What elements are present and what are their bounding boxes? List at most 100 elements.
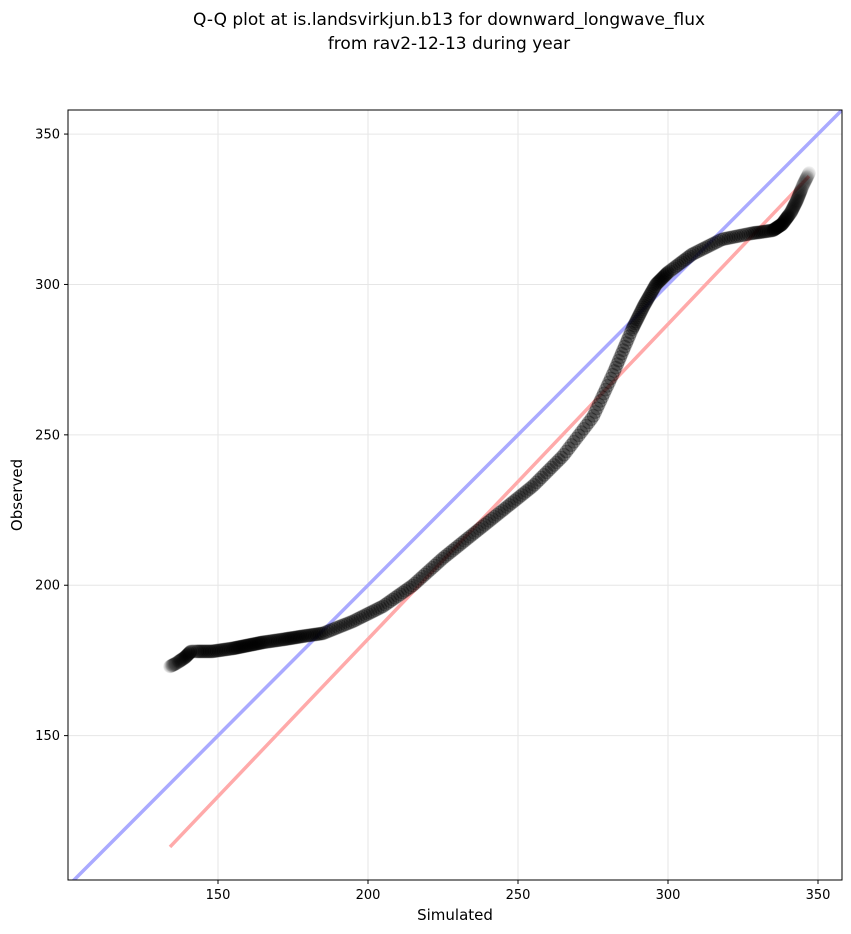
quantile-point [780, 209, 795, 224]
quantile-point [650, 275, 665, 290]
quantile-point [653, 272, 668, 287]
quantile-point [368, 603, 383, 618]
quantile-point [733, 228, 748, 243]
quantile-point [674, 255, 689, 270]
quantile-point [798, 174, 813, 189]
quantile-point [218, 642, 233, 657]
quantile-point [574, 425, 589, 440]
quantile-point [237, 639, 252, 654]
quantile-point [745, 226, 760, 241]
quantile-point [455, 535, 470, 550]
quantile-point [514, 488, 529, 503]
plot-content [71, 110, 842, 880]
quantile-point [465, 527, 480, 542]
quantile-point [789, 194, 804, 209]
quantile-point [626, 320, 641, 335]
quantile-point [767, 222, 782, 237]
quantile-point [706, 236, 721, 251]
quantile-point [167, 657, 182, 672]
x-tick-label: 300 [656, 888, 681, 903]
quantile-point [636, 300, 651, 315]
quantile-point [645, 282, 660, 297]
quantile-point [605, 367, 620, 382]
quantile-point [782, 206, 797, 221]
quantile-point [213, 643, 228, 658]
quantile-point [534, 470, 549, 485]
quantile-point [378, 597, 393, 612]
quantile-point [721, 231, 736, 246]
quantile-point [763, 223, 778, 238]
quantile-point [272, 633, 287, 648]
quantile-point [794, 181, 809, 196]
quantile-point [786, 200, 801, 215]
quantile-point [275, 632, 290, 647]
quantile-point [390, 588, 405, 603]
quantile-point [758, 224, 773, 239]
quantile-point [704, 237, 719, 252]
quantile-point [164, 659, 178, 673]
quantile-point [174, 653, 189, 667]
one-to-one-line [71, 110, 842, 880]
quantile-point [571, 428, 586, 443]
quantile-point [512, 490, 527, 505]
quantile-point [569, 431, 584, 446]
quantile-point [770, 220, 785, 235]
quantile-point [209, 643, 224, 658]
quantile-point [183, 644, 198, 659]
quantile-point [193, 644, 208, 659]
quantile-point [502, 497, 517, 512]
quantile-point [236, 639, 251, 654]
quantile-point [724, 230, 739, 245]
y-tick-label: 200 [35, 579, 60, 594]
quantile-point [283, 631, 298, 646]
quantile-point [440, 547, 455, 562]
quantile-point [643, 286, 658, 301]
quantile-point [284, 631, 299, 646]
quantile-point [629, 314, 644, 329]
quantile-point [166, 657, 181, 672]
y-tick-label: 300 [35, 278, 60, 293]
quantile-point [415, 569, 430, 584]
quantile-point [253, 635, 268, 650]
quantile-point [789, 195, 804, 210]
quantile-point [709, 235, 724, 250]
quantile-point [300, 628, 315, 643]
quantile-point [689, 245, 704, 260]
quantile-point [589, 401, 604, 416]
quantile-point [452, 537, 467, 552]
quantile-point [627, 318, 642, 333]
quantile-point [274, 632, 288, 647]
quantile-point [607, 364, 622, 379]
quantile-point [532, 472, 547, 487]
y-axis-ticks: 150 200 250 300 350 [35, 128, 68, 744]
quantile-point [408, 576, 423, 591]
quantile-point [622, 329, 637, 344]
grid-lines [68, 110, 842, 880]
quantile-point [775, 216, 790, 231]
quantile-point [784, 203, 799, 218]
quantile-point [784, 204, 799, 219]
quantile-point [701, 239, 716, 254]
quantile-point [383, 594, 398, 609]
quantile-point [716, 232, 731, 247]
quantile-point [405, 578, 420, 593]
quantile-point [731, 229, 746, 244]
quantile-point [743, 226, 758, 241]
quantile-point [519, 484, 534, 499]
quantile-point [497, 501, 512, 516]
quantile-point [363, 605, 378, 620]
quantile-point [410, 574, 425, 589]
quantile-point [499, 499, 514, 514]
quantile-point [171, 654, 186, 669]
quantile-point [246, 637, 261, 652]
quantile-point [793, 185, 808, 200]
quantile-point [318, 625, 333, 640]
quantile-point [442, 545, 457, 560]
quantile-point [435, 551, 450, 566]
quantile-point [445, 543, 460, 558]
quantile-point [628, 316, 643, 331]
quantile-point [179, 648, 194, 663]
quantile-point [581, 415, 596, 430]
quantile-point [551, 452, 566, 467]
quantile-point [197, 644, 212, 659]
